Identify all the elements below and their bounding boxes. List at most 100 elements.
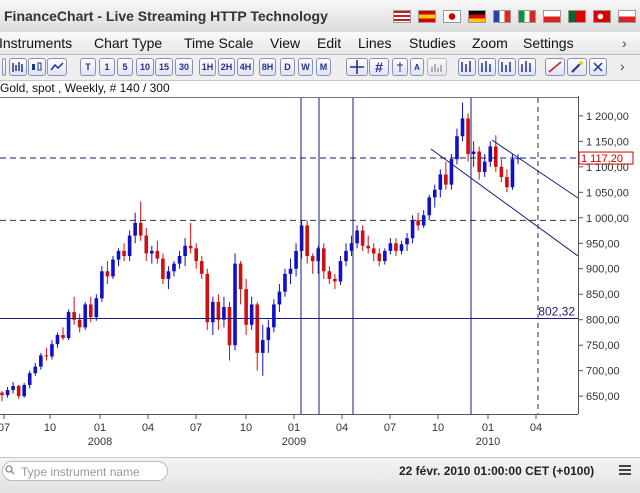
candle-body (260, 340, 265, 353)
us-flag-icon[interactable] (393, 10, 411, 23)
es-flag-icon[interactable] (418, 10, 436, 23)
timeframe-button-t[interactable]: T (80, 58, 96, 76)
zoom-out-icon[interactable] (478, 58, 496, 76)
scroll-left-icon[interactable] (498, 58, 516, 76)
tr-flag-icon[interactable] (593, 10, 611, 23)
candle-body (460, 118, 465, 137)
candle-chart-icon[interactable] (28, 58, 46, 76)
draw-trendline-icon[interactable] (545, 58, 565, 76)
candle-body (61, 335, 65, 339)
cursor-tool-icon[interactable] (392, 58, 408, 76)
y-tick-label: 1 050,00 (586, 187, 629, 199)
timeframe-button-m[interactable]: M (316, 58, 331, 76)
horizontal-level-label: 802,32 (538, 305, 575, 319)
timeframe-button-8h[interactable]: 8H (259, 58, 276, 76)
x-year-label: 2008 (88, 436, 112, 448)
price-chart[interactable]: 1 200,00 1 150,00 1 100,00 1 050,00 1 000,00… (0, 96, 640, 456)
zoom-in-icon[interactable] (458, 58, 476, 76)
pl-flag-icon[interactable] (543, 10, 561, 23)
chart-canvas[interactable]: 1 200,00 1 150,00 1 100,00 1 050,00 1 000,00… (0, 96, 640, 456)
erase-icon[interactable] (567, 58, 587, 76)
candle-body (299, 225, 304, 251)
menu-settings[interactable]: Settings (523, 35, 574, 51)
candle-body (205, 273, 210, 323)
candle-body (305, 225, 309, 256)
candle-body (516, 158, 520, 160)
grid-icon[interactable]: # (369, 58, 389, 76)
menu-view[interactable]: View (270, 35, 301, 51)
menu-lines[interactable]: Lines (358, 35, 392, 51)
candle-body (388, 243, 393, 251)
y-tick-label: 900,00 (586, 264, 620, 276)
candle-body (138, 222, 143, 236)
candle-body (499, 166, 504, 177)
candle-body (505, 177, 509, 188)
candle-body (111, 259, 115, 277)
status-bar: 22 févr. 2010 01:00:00 CET (+0100) (0, 457, 640, 493)
timeframe-button-d[interactable]: D (280, 58, 295, 76)
text-tool-icon[interactable]: A (410, 58, 424, 76)
timeframe-button-1[interactable]: 1 (99, 58, 115, 76)
pt-flag-icon[interactable] (568, 10, 586, 23)
line-chart-icon[interactable] (47, 58, 67, 76)
candle-body (405, 238, 409, 245)
candle-body (100, 271, 104, 299)
candle-body (277, 291, 282, 305)
candle-body (338, 261, 343, 282)
candle-body (288, 268, 293, 274)
candle-body (377, 253, 382, 262)
candle-body (294, 250, 298, 269)
volume-icon[interactable] (427, 58, 447, 76)
chart-background (0, 96, 640, 456)
menu-zoom[interactable]: Zoom (472, 35, 508, 51)
timeframe-button-5[interactable]: 5 (117, 58, 133, 76)
candle-body (5, 390, 10, 396)
timeframe-button-w[interactable]: W (298, 58, 313, 76)
search-input[interactable] (19, 464, 168, 480)
it-flag-icon[interactable] (518, 10, 536, 23)
trend-channel-lower (430, 148, 579, 257)
menu-time-scale[interactable]: Time Scale (184, 35, 254, 51)
timeframe-button-1h[interactable]: 1H (199, 58, 216, 76)
timeframe-button-30[interactable]: 30 (175, 58, 193, 76)
candle-body (150, 250, 154, 254)
candle-body (255, 304, 260, 353)
menu-lines-icon[interactable] (616, 461, 634, 479)
fr-flag-icon[interactable] (493, 10, 511, 23)
candle-body (283, 273, 287, 292)
candle-body (133, 222, 137, 236)
de-flag-icon[interactable] (468, 10, 486, 23)
toolbar-overflow-chevron-icon[interactable]: › (620, 58, 625, 74)
bar-chart-icon[interactable] (9, 58, 27, 76)
scroll-right-icon[interactable] (518, 58, 536, 76)
cz-flag-icon[interactable] (618, 10, 636, 23)
candle-body (161, 258, 165, 279)
candle-body (27, 373, 32, 385)
candle-body (39, 355, 43, 367)
menu-studies[interactable]: Studies (409, 35, 456, 51)
crosshair-icon[interactable] (346, 58, 368, 76)
candle-body (122, 250, 126, 256)
menu-overflow-chevron-icon[interactable]: › (622, 35, 627, 51)
current-price-box (578, 151, 634, 165)
timeframe-button-10[interactable]: 10 (136, 58, 154, 76)
menu-edit[interactable]: Edit (317, 35, 342, 51)
timeframe-button-2h[interactable]: 2H (218, 58, 235, 76)
y-tick-label: 1 100,00 (586, 162, 629, 174)
candle-body (416, 220, 420, 226)
candle-body (244, 289, 248, 325)
timeframe-button-15[interactable]: 15 (155, 58, 173, 76)
timeframe-button-4h[interactable]: 4H (237, 58, 254, 76)
candle-body (471, 151, 476, 155)
jp-flag-icon[interactable] (443, 10, 461, 23)
candle-body (410, 220, 415, 239)
menu-chart-type[interactable]: Chart Type (94, 35, 163, 51)
candle-body (105, 271, 110, 277)
instrument-search[interactable] (2, 461, 168, 481)
tools-icon[interactable] (589, 58, 607, 76)
candle-body (371, 248, 376, 254)
menu-instruments[interactable]: Instruments (0, 35, 73, 51)
candle-body (432, 189, 437, 198)
candle-body (444, 174, 448, 185)
status-datetime: 22 févr. 2010 01:00:00 CET (+0100) (399, 464, 595, 478)
